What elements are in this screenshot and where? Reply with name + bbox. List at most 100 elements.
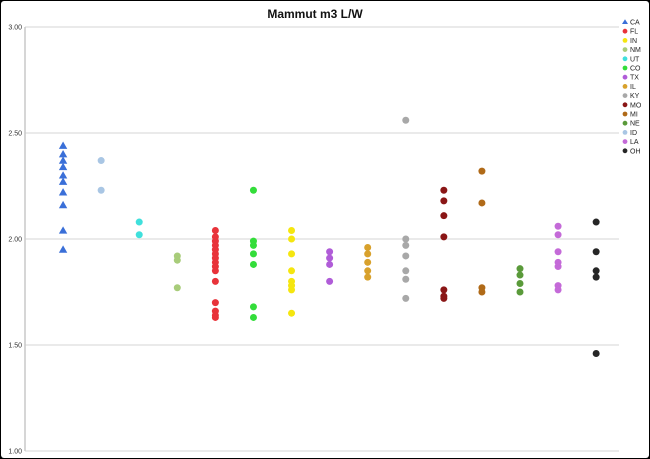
data-point-mi <box>478 288 486 296</box>
data-point-il <box>364 273 372 281</box>
data-point-in <box>288 250 296 258</box>
data-point-in <box>288 309 296 317</box>
data-point-ca <box>58 188 68 196</box>
legend-marker-oh <box>622 148 628 154</box>
data-point-la <box>554 286 562 294</box>
data-point-mo <box>440 186 448 194</box>
y-tick-label: 2.50 <box>8 131 22 138</box>
data-point-fl <box>211 299 219 307</box>
data-point-il <box>364 250 372 258</box>
data-point-id <box>97 157 105 165</box>
legend-marker-mi <box>622 111 628 117</box>
legend-marker-ne <box>622 120 628 126</box>
y-tick-label: 2.00 <box>8 237 22 244</box>
data-point-oh <box>592 248 600 256</box>
data-point-mo <box>440 212 448 220</box>
legend-marker-mo <box>622 102 628 108</box>
y-tick-label: 1.50 <box>8 343 22 350</box>
data-point-oh <box>592 273 600 281</box>
data-point-ne <box>516 265 524 273</box>
legend: CA FL IN NM UT CO TX IL KY MO MI NE ID LA OH <box>622 19 642 155</box>
legend-marker-fl <box>622 28 628 34</box>
data-point-ca <box>58 177 68 185</box>
data-point-in <box>288 227 296 235</box>
data-point-mo <box>440 286 448 294</box>
data-point-co <box>249 250 257 258</box>
legend-label-in: IN <box>630 38 637 45</box>
data-point-co <box>249 186 257 194</box>
legend-label-mi: MI <box>630 112 638 119</box>
legend-marker-ut <box>622 56 628 62</box>
data-point-oh <box>592 218 600 226</box>
data-point-ne <box>516 280 524 288</box>
data-point-ca <box>58 245 68 253</box>
legend-label-ut: UT <box>630 56 640 63</box>
data-point-ky <box>402 294 410 302</box>
data-point-mo <box>440 233 448 241</box>
chart-title: Mammut m3 L/W <box>267 7 363 21</box>
legend-marker-in <box>622 38 628 43</box>
data-point-in <box>288 286 296 294</box>
legend-label-id: ID <box>630 130 637 137</box>
legend-label-il: IL <box>630 84 636 91</box>
legend-marker-il <box>622 84 628 89</box>
data-point-in <box>288 267 296 275</box>
legend-marker-ky <box>622 93 628 98</box>
legend-label-fl: FL <box>630 29 638 36</box>
data-point-ut <box>135 218 143 226</box>
legend-marker-la <box>622 139 628 145</box>
data-point-tx <box>326 277 334 285</box>
data-point-id <box>97 186 105 194</box>
data-point-ky <box>402 275 410 283</box>
data-point-mi <box>478 167 486 175</box>
legend-label-tx: TX <box>630 75 639 82</box>
data-point-la <box>554 222 562 230</box>
data-point-mo <box>440 197 448 205</box>
data-point-oh <box>592 349 600 357</box>
data-point-mo <box>440 294 448 302</box>
data-point-fl <box>211 277 219 285</box>
legend-label-nm: NM <box>630 47 641 54</box>
data-point-co <box>249 313 257 321</box>
data-point-co <box>249 241 257 249</box>
legend-marker-tx <box>622 74 628 80</box>
data-point-tx <box>326 260 334 268</box>
data-point-ca <box>58 171 68 179</box>
legend-label-ne: NE <box>630 121 640 128</box>
legend-marker-nm <box>622 47 628 52</box>
data-point-il <box>364 243 372 251</box>
data-point-ca <box>58 226 68 234</box>
data-point-co <box>249 260 257 268</box>
data-point-il <box>364 267 372 275</box>
legend-marker-co <box>622 65 628 71</box>
data-point-in <box>288 235 296 243</box>
y-tick-label: 3.00 <box>8 25 22 32</box>
data-point-nm <box>173 284 181 292</box>
legend-marker-id <box>622 130 628 135</box>
data-point-ne <box>516 271 524 279</box>
data-point-tx <box>326 254 334 262</box>
data-point-nm <box>173 256 181 264</box>
legend-label-co: CO <box>630 66 641 73</box>
data-point-ca <box>58 150 68 158</box>
data-point-ky <box>402 235 410 243</box>
legend-marker-ca <box>622 19 628 24</box>
data-point-ne <box>516 288 524 296</box>
data-point-mi <box>478 199 486 207</box>
data-point-ky <box>402 267 410 275</box>
data-point-co <box>249 303 257 311</box>
data-point-fl <box>211 267 219 275</box>
data-point-ky <box>402 252 410 260</box>
y-tick-label: 1.00 <box>8 449 22 456</box>
data-point-fl <box>211 227 219 235</box>
data-point-ca <box>58 141 68 149</box>
grid-layer: 1.00 1.50 2.00 2.50 3.00 <box>8 25 619 456</box>
data-point-ut <box>135 231 143 239</box>
data-point-il <box>364 258 372 266</box>
data-point-ky <box>402 116 410 124</box>
legend-label-oh: OH <box>630 148 641 155</box>
data-point-ky <box>402 241 410 249</box>
